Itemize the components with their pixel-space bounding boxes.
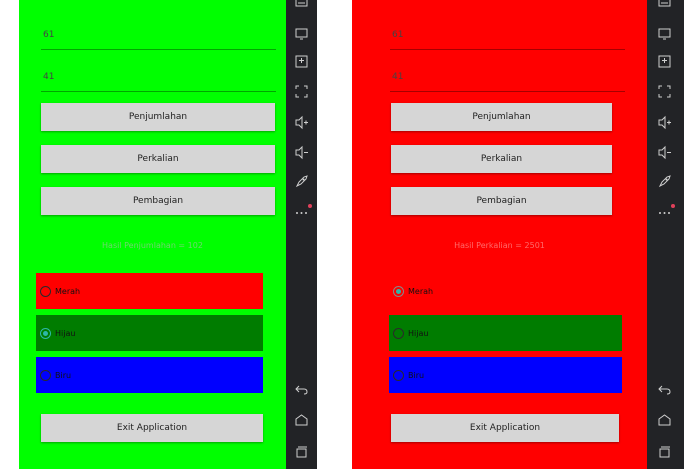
perkalian-button[interactable]: Perkalian: [41, 145, 275, 173]
result-text: Hasil Perkalian = 2501: [454, 241, 545, 250]
volume-down-icon[interactable]: [657, 145, 672, 160]
screenshot-icon[interactable]: [294, 54, 309, 69]
exit-application-button[interactable]: Exit Application: [391, 414, 619, 442]
volume-down-icon[interactable]: [294, 145, 309, 160]
number-input-2[interactable]: 41: [41, 70, 276, 92]
radio-label: Hijau: [408, 328, 429, 338]
app-screen: 61 41 Penjumlahan Perkalian Pembagian Ha…: [19, 0, 286, 469]
radio-biru[interactable]: Biru: [389, 357, 622, 393]
more-icon[interactable]: [657, 205, 672, 220]
screen-icon[interactable]: [294, 26, 309, 41]
radio-merah[interactable]: Merah: [36, 273, 263, 309]
radio-label: Biru: [55, 370, 72, 380]
volume-up-icon[interactable]: [657, 115, 672, 130]
perkalian-button[interactable]: Perkalian: [391, 145, 612, 173]
keyboard-icon[interactable]: [294, 0, 309, 9]
notification-dot: [671, 204, 675, 208]
recents-icon[interactable]: [657, 444, 672, 459]
app-screen: 61 41 Penjumlahan Perkalian Pembagian Ha…: [352, 0, 647, 469]
home-icon[interactable]: [657, 413, 672, 428]
radio-button-icon: [40, 285, 51, 297]
screen-icon[interactable]: [657, 26, 672, 41]
radio-hijau[interactable]: Hijau: [389, 315, 622, 351]
radio-button-icon: [393, 369, 404, 381]
recents-icon[interactable]: [294, 444, 309, 459]
notification-dot: [308, 204, 312, 208]
more-icon[interactable]: [294, 205, 309, 220]
radio-button-icon: [393, 327, 404, 339]
rocket-icon[interactable]: [657, 174, 672, 189]
radio-biru[interactable]: Biru: [36, 357, 263, 393]
result-text: Hasil Penjumlahan = 102: [102, 241, 203, 250]
pembagian-button[interactable]: Pembagian: [391, 187, 612, 215]
radio-hijau[interactable]: Hijau: [36, 315, 263, 351]
volume-up-icon[interactable]: [294, 115, 309, 130]
penjumlahan-button[interactable]: Penjumlahan: [391, 103, 612, 131]
radio-label: Merah: [408, 286, 434, 296]
fullscreen-icon[interactable]: [657, 84, 672, 99]
radio-label: Hijau: [55, 328, 76, 338]
radio-merah[interactable]: Merah: [389, 273, 616, 309]
fullscreen-icon[interactable]: [294, 84, 309, 99]
radio-button-icon: [40, 369, 51, 381]
number-input-1[interactable]: 61: [41, 28, 276, 50]
back-icon[interactable]: [657, 382, 672, 397]
emulator-right: 61 41 Penjumlahan Perkalian Pembagian Ha…: [352, 0, 684, 469]
emulator-toolbar: [647, 0, 684, 469]
number-input-2[interactable]: 41: [390, 70, 625, 92]
penjumlahan-button[interactable]: Penjumlahan: [41, 103, 275, 131]
exit-application-button[interactable]: Exit Application: [41, 414, 263, 442]
radio-button-checked-icon: [40, 327, 51, 339]
number-input-1[interactable]: 61: [390, 28, 625, 50]
rocket-icon[interactable]: [294, 174, 309, 189]
emulator-toolbar: [286, 0, 317, 469]
pembagian-button[interactable]: Pembagian: [41, 187, 275, 215]
back-icon[interactable]: [294, 382, 309, 397]
keyboard-icon[interactable]: [657, 0, 672, 9]
radio-label: Merah: [55, 286, 81, 296]
emulator-left: 61 41 Penjumlahan Perkalian Pembagian Ha…: [19, 0, 317, 469]
radio-button-checked-icon: [393, 285, 404, 297]
screenshot-icon[interactable]: [657, 54, 672, 69]
home-icon[interactable]: [294, 413, 309, 428]
radio-label: Biru: [408, 370, 425, 380]
